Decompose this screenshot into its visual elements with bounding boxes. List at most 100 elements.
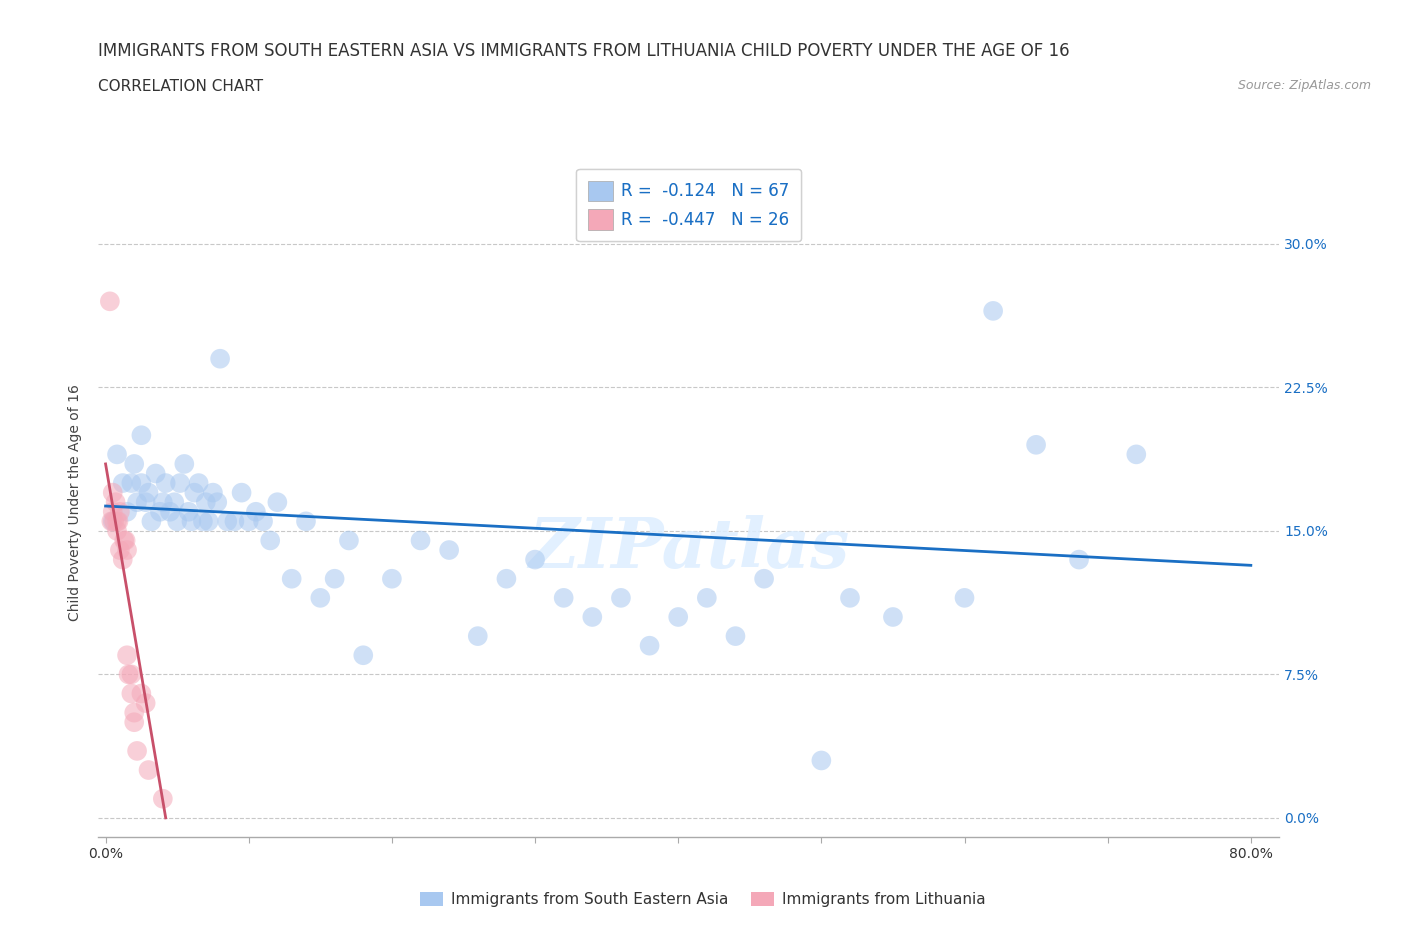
Point	[194, 495, 217, 510]
Point	[131, 428, 153, 443]
Point	[163, 495, 186, 510]
Point	[155, 475, 177, 490]
Point	[105, 524, 128, 538]
Y-axis label: Child Poverty Under the Age of 16: Child Poverty Under the Age of 16	[69, 384, 83, 620]
Point	[437, 542, 460, 557]
Point	[108, 542, 131, 557]
Text: ZIPatlas: ZIPatlas	[529, 515, 849, 583]
Point	[1067, 552, 1090, 567]
Point	[981, 303, 1004, 318]
Point	[125, 495, 148, 510]
Point	[280, 571, 302, 586]
Point	[224, 514, 246, 529]
Point	[177, 504, 200, 519]
Point	[553, 591, 575, 605]
Point	[169, 475, 191, 490]
Point	[666, 609, 689, 624]
Point	[159, 504, 181, 519]
Point	[120, 667, 142, 682]
Point	[125, 743, 148, 758]
Point	[201, 485, 224, 500]
Point	[135, 696, 157, 711]
Point	[209, 352, 232, 366]
Point	[149, 504, 172, 519]
Point	[187, 475, 209, 490]
Point	[197, 514, 219, 529]
Point	[112, 533, 135, 548]
Legend: R =  -0.124   N = 67, R =  -0.447   N = 26: R = -0.124 N = 67, R = -0.447 N = 26	[576, 169, 801, 242]
Point	[115, 542, 138, 557]
Point	[166, 514, 188, 529]
Point	[337, 533, 360, 548]
Point	[409, 533, 432, 548]
Point	[381, 571, 404, 586]
Point	[108, 504, 131, 519]
Point	[245, 504, 267, 519]
Point	[105, 514, 128, 529]
Point	[231, 485, 253, 500]
Point	[107, 514, 129, 529]
Point	[953, 591, 976, 605]
Point	[152, 791, 174, 806]
Point	[581, 609, 603, 624]
Point	[173, 457, 195, 472]
Point	[101, 504, 124, 519]
Point	[104, 495, 127, 510]
Point	[101, 514, 124, 529]
Point	[1025, 437, 1047, 452]
Point	[810, 753, 832, 768]
Point	[152, 495, 174, 510]
Point	[145, 466, 167, 481]
Point	[183, 485, 205, 500]
Point	[191, 514, 214, 529]
Point	[141, 514, 163, 529]
Point	[352, 648, 374, 663]
Point	[122, 705, 145, 720]
Point	[309, 591, 332, 605]
Point	[724, 629, 747, 644]
Point	[103, 514, 125, 529]
Point	[295, 514, 318, 529]
Point	[259, 533, 281, 548]
Legend: Immigrants from South Eastern Asia, Immigrants from Lithuania: Immigrants from South Eastern Asia, Immi…	[415, 885, 991, 913]
Point	[323, 571, 346, 586]
Point	[120, 686, 142, 701]
Point	[105, 447, 128, 462]
Point	[120, 475, 142, 490]
Point	[115, 648, 138, 663]
Point	[131, 686, 153, 701]
Point	[115, 504, 138, 519]
Point	[111, 475, 134, 490]
Point	[114, 533, 136, 548]
Point	[101, 485, 124, 500]
Point	[138, 485, 160, 500]
Point	[752, 571, 775, 586]
Point	[524, 552, 547, 567]
Point	[138, 763, 160, 777]
Point	[238, 514, 260, 529]
Point	[135, 495, 157, 510]
Point	[638, 638, 661, 653]
Point	[467, 629, 489, 644]
Text: Source: ZipAtlas.com: Source: ZipAtlas.com	[1237, 79, 1371, 92]
Point	[696, 591, 718, 605]
Point	[207, 495, 229, 510]
Point	[839, 591, 862, 605]
Text: CORRELATION CHART: CORRELATION CHART	[98, 79, 263, 94]
Point	[98, 294, 121, 309]
Point	[117, 667, 139, 682]
Point	[882, 609, 904, 624]
Text: IMMIGRANTS FROM SOUTH EASTERN ASIA VS IMMIGRANTS FROM LITHUANIA CHILD POVERTY UN: IMMIGRANTS FROM SOUTH EASTERN ASIA VS IM…	[98, 42, 1070, 60]
Point	[266, 495, 288, 510]
Point	[1125, 447, 1147, 462]
Point	[122, 715, 145, 730]
Point	[217, 514, 239, 529]
Point	[252, 514, 274, 529]
Point	[122, 457, 145, 472]
Point	[495, 571, 517, 586]
Point	[111, 552, 134, 567]
Point	[180, 514, 202, 529]
Point	[610, 591, 633, 605]
Point	[131, 475, 153, 490]
Point	[100, 514, 122, 529]
